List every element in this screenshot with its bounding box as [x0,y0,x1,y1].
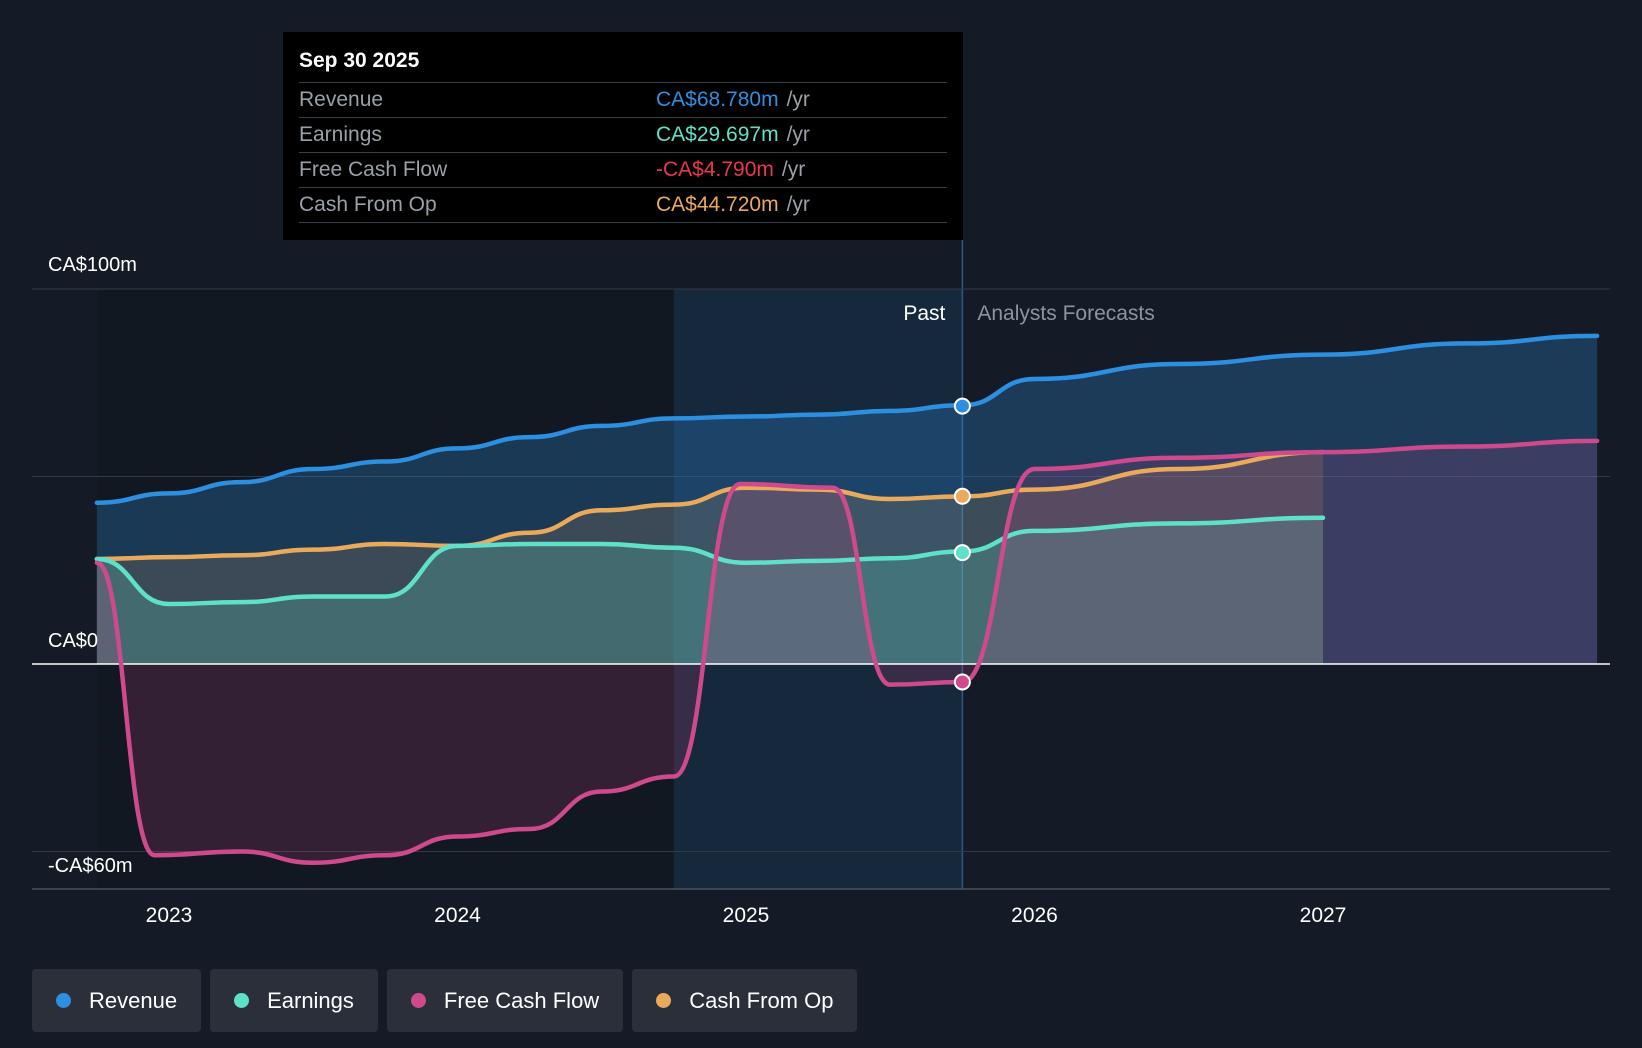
legend-label: Cash From Op [689,987,834,1013]
line-revenue [94,333,1600,505]
tooltip-value: CA$68.780m [656,88,779,111]
legend-dot-icon [656,993,672,1008]
point-free-cash-flow [953,673,971,691]
legend-label: Earnings [267,987,354,1013]
legend-dot-icon [234,993,250,1008]
area-revenue [96,335,1598,664]
x-tick-label: 2023 [146,904,193,927]
legend-item-revenue[interactable]: Revenue [32,969,202,1032]
tooltip-label: Revenue [299,88,384,111]
tooltip-date: Sep 30 2025 [299,49,420,72]
line-cash-from-op [94,449,1326,562]
tooltip-row-earnings: Earnings CA$29.697m /yr [299,117,947,152]
forecast-label: Analysts Forecasts [977,302,1154,325]
tooltip-row-revenue: Revenue CA$68.780m /yr [299,82,947,117]
tooltip-label: Earnings [299,123,382,146]
legend-dot-icon [56,993,71,1008]
line-earnings [94,515,1326,607]
y-tick-label: -CA$60m [48,855,132,877]
tooltip-label: Cash From Op [299,193,437,216]
y-tick-label: CA$0 [48,630,98,652]
legend-item-cash-from-op[interactable]: Cash From Op [632,969,858,1032]
tooltip-value: CA$29.697m [656,123,779,146]
legend-item-free-cash-flow[interactable]: Free Cash Flow [386,969,624,1032]
point-earnings [953,544,971,562]
point-revenue [953,397,971,415]
chart-legend: Revenue Earnings Free Cash Flow Cash Fro… [32,969,858,1032]
point-cash-from-op [953,487,971,505]
tooltip-row-free-cash-flow: Free Cash Flow -CA$4.790m /yr [299,152,947,187]
tooltip-unit: /yr [781,158,806,181]
x-tick-label: 2024 [434,904,481,927]
past-region [97,289,674,889]
tooltip-unit: /yr [786,123,810,146]
tooltip-row-cash-from-op: Cash From Op CA$44.720m /yr [299,187,947,223]
tooltip-label: Free Cash Flow [299,158,448,181]
tooltip-value: -CA$4.790m [656,158,774,181]
legend-label: Revenue [89,987,178,1013]
earnings-revenue-chart: CA$100m CA$0 -CA$60m 2023 2024 2025 2026 2027 Pa… [32,240,1610,927]
legend-item-earnings[interactable]: Earnings [210,969,378,1032]
tooltip-unit: /yr [786,88,810,111]
area-cash-from-op [96,452,1323,664]
past-label: Past [903,302,945,325]
tooltip-value: CA$44.720m [656,193,779,216]
line-free-cash-flow [94,438,1600,866]
area-free-cash-flow [96,440,1598,863]
legend-dot-icon [410,993,426,1008]
x-tick-label: 2027 [1300,904,1347,927]
data-tooltip: Sep 30 2025 Revenue CA$68.780m /yr Earni… [283,32,963,240]
y-tick-label: CA$100m [48,254,137,276]
x-tick-label: 2025 [723,904,770,927]
legend-label: Free Cash Flow [443,987,600,1013]
tooltip-unit: /yr [786,193,810,216]
highlight-region [673,289,963,889]
x-tick-label: 2026 [1011,904,1058,927]
